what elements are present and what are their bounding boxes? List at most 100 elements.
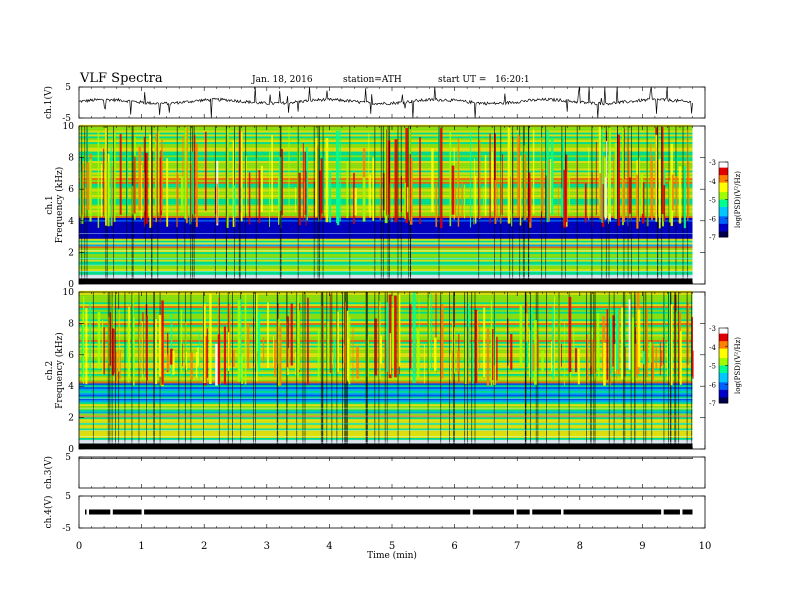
sferic-burst (161, 300, 164, 385)
spectral-band (79, 369, 693, 373)
sferic-burst (227, 332, 230, 371)
sferic-burst (339, 128, 341, 222)
sferic-burst (176, 171, 178, 228)
impulse-line (131, 126, 133, 284)
spectral-band (79, 236, 693, 239)
sferic-burst (661, 350, 663, 367)
spectral-band (79, 400, 693, 403)
colorbar-swatch (719, 348, 728, 351)
sferic-burst (167, 332, 169, 372)
spectral-band (79, 303, 693, 307)
colorbar-swatch (719, 197, 728, 200)
y-axis-label: ch.4(V) (43, 496, 54, 529)
sferic-burst (290, 303, 293, 366)
x-tick-label: 9 (639, 541, 645, 552)
sferic-burst (190, 352, 193, 380)
spectral-band (79, 322, 693, 325)
sferic-burst (598, 339, 600, 381)
colorbar-swatch (719, 177, 728, 180)
sferic-burst (409, 158, 413, 225)
sferic-burst (479, 319, 480, 370)
sferic-burst (391, 307, 394, 365)
sferic-burst (474, 309, 478, 384)
x-tick-label: 6 (451, 541, 457, 552)
date-label: Jan. 18, 2016 (252, 75, 313, 85)
sferic-burst (223, 326, 227, 385)
impulse-line (545, 126, 547, 284)
sferic-burst (423, 344, 425, 384)
sferic-burst (170, 314, 173, 378)
colorbar (719, 328, 728, 404)
spectral-band (79, 317, 693, 320)
sferic-burst (149, 134, 152, 228)
colorbar-swatch (719, 373, 728, 376)
sferic-burst (206, 328, 208, 378)
sferic-burst (124, 343, 128, 363)
colorbar-swatch (719, 216, 728, 219)
sferic-burst (302, 143, 304, 222)
colorbar-swatch (719, 193, 728, 197)
sferic-burst (192, 151, 194, 215)
colorbar-swatch (719, 344, 728, 348)
sferic-burst (617, 309, 620, 375)
spectral-band (79, 416, 693, 420)
sferic-burst (307, 297, 309, 386)
impulse-line (232, 292, 233, 449)
sferic-burst (170, 348, 173, 365)
sferic-burst (204, 131, 207, 211)
impulse-line (643, 292, 645, 449)
sferic-burst (260, 165, 263, 213)
sferic-burst (384, 341, 387, 370)
sferic-burst (257, 312, 261, 372)
y-tick-label: -5 (62, 524, 71, 534)
impulse-line (157, 126, 159, 284)
sferic-burst (519, 304, 523, 367)
sferic-burst (418, 298, 420, 379)
y-tick-label: -5 (62, 114, 71, 124)
sferic-burst (155, 133, 158, 223)
sferic-burst (483, 186, 484, 213)
sferic-burst (203, 303, 206, 383)
sferic-burst (452, 350, 453, 383)
colorbar-swatch (719, 184, 728, 187)
x-axis-label: Time (min) (367, 550, 417, 561)
impulse-line (593, 292, 595, 449)
panel-frame (78, 456, 706, 489)
sferic-burst (374, 318, 378, 376)
colorbar-swatch (719, 389, 728, 393)
sferic-burst (670, 143, 673, 227)
impulse-line (558, 292, 560, 449)
sferic-burst (617, 134, 620, 226)
sferic-burst (613, 343, 617, 372)
impulse-line (238, 126, 240, 284)
sferic-burst (455, 188, 456, 218)
y-tick-label: 5 (65, 83, 71, 93)
impulse-line (438, 126, 440, 284)
ch4-gap (141, 509, 145, 515)
sferic-burst (484, 154, 487, 216)
sferic-burst (216, 183, 219, 224)
sferic-burst (155, 141, 156, 215)
sferic-burst (328, 170, 332, 223)
sferic-burst (598, 126, 601, 216)
sferic-burst (344, 344, 345, 364)
spectral-band (79, 328, 693, 331)
y-axis-label: ch.2 (45, 361, 55, 380)
sferic-burst (601, 184, 605, 227)
sferic-burst (118, 349, 121, 379)
sferic-burst (652, 341, 654, 376)
impulse-line (467, 292, 468, 449)
sferic-burst (494, 179, 497, 224)
ch4-gap (86, 509, 90, 515)
sferic-burst (232, 139, 236, 228)
sferic-burst (258, 170, 261, 224)
sferic-burst (613, 153, 615, 219)
sferic-burst (217, 297, 220, 366)
sferic-burst (305, 170, 307, 226)
spectral-band (79, 274, 693, 277)
x-tick-label: 8 (577, 541, 583, 552)
sferic-burst (295, 187, 296, 213)
sferic-burst (494, 133, 496, 218)
sferic-burst (551, 341, 553, 372)
sferic-burst (405, 127, 409, 224)
